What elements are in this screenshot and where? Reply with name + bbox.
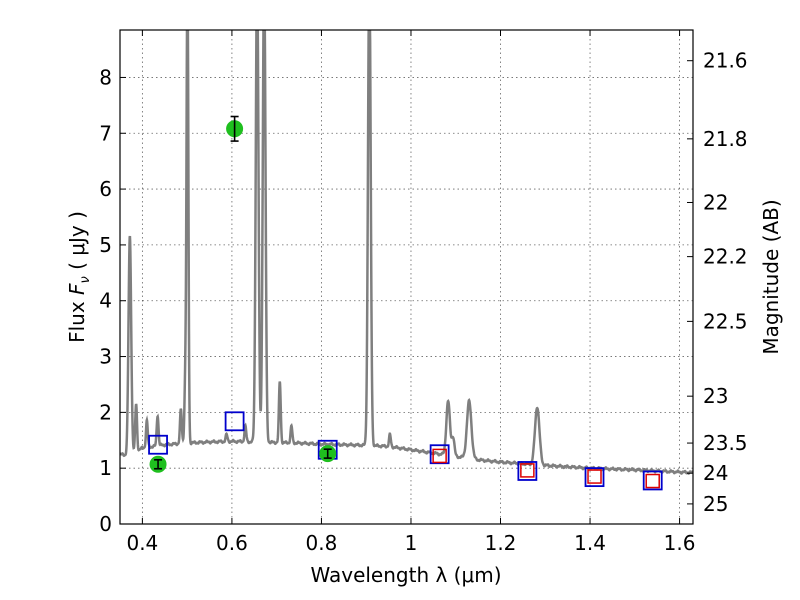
- y-axis-label-unit: ( μJy ): [65, 211, 89, 276]
- spectrum-series: [120, 30, 693, 475]
- model-square-marker: [642, 470, 663, 491]
- x-tick-label: 0.6: [216, 531, 248, 555]
- right-tick-label: 21.8: [703, 127, 748, 151]
- photometry-series: [149, 115, 337, 473]
- y-tick-label: 1: [99, 456, 112, 480]
- x-axis-label: Wavelength λ (μm): [310, 563, 501, 587]
- y-axis-label: Flux Fν ( μJy ): [65, 211, 93, 343]
- right-axis-label: Magnitude (AB): [759, 199, 783, 354]
- model-square-marker: [584, 467, 605, 488]
- x-tick-label: 1.6: [664, 531, 696, 555]
- model-square-marker: [429, 444, 450, 465]
- right-tick-label: 22.5: [703, 309, 748, 333]
- y-axis-label-subscript: ν: [78, 276, 93, 283]
- x-tick-label: 0.8: [306, 531, 338, 555]
- square-markers: [148, 411, 663, 491]
- y-tick-label: 5: [99, 233, 112, 257]
- plot-frame: [119, 29, 694, 525]
- model-square-marker: [224, 411, 245, 432]
- model-square-marker: [517, 461, 538, 481]
- y-tick-label: 6: [99, 177, 112, 201]
- y-axis-label-word: Flux: [65, 295, 89, 343]
- y-tick-label: 4: [99, 289, 112, 313]
- spectrum-line: [120, 30, 693, 475]
- observed-square-marker: [587, 469, 602, 484]
- grid: [120, 30, 693, 525]
- observed-square-marker: [520, 463, 535, 478]
- x-tick-label: 1: [405, 531, 418, 555]
- right-tick-label: 22.2: [703, 245, 748, 269]
- y-axis-label-symbol: F: [65, 283, 89, 295]
- right-tick-label: 25: [703, 492, 728, 516]
- y-tick-label: 3: [99, 345, 112, 369]
- axis-ticks: 0.4 0.6 0.8 1 1.2 1.4 1.601234567821.621.82222…: [99, 30, 748, 555]
- x-tick-label: 1.2: [485, 531, 517, 555]
- y-tick-label: 7: [99, 121, 112, 145]
- right-tick-label: 22: [703, 190, 728, 214]
- y-tick-label: 0: [99, 512, 112, 536]
- model-square-marker: [148, 434, 168, 455]
- observed-square-marker: [645, 473, 660, 489]
- right-tick-label: 23: [703, 384, 728, 408]
- right-tick-label: 24: [703, 461, 728, 485]
- x-tick-label: 1.4: [574, 531, 606, 555]
- right-tick-label: 21.6: [703, 49, 748, 73]
- right-tick-label: 23.5: [703, 431, 748, 455]
- y-tick-label: 2: [99, 400, 112, 424]
- observed-square-marker: [432, 448, 447, 464]
- x-tick-label: 0.4: [126, 531, 158, 555]
- y-tick-label: 8: [99, 65, 112, 89]
